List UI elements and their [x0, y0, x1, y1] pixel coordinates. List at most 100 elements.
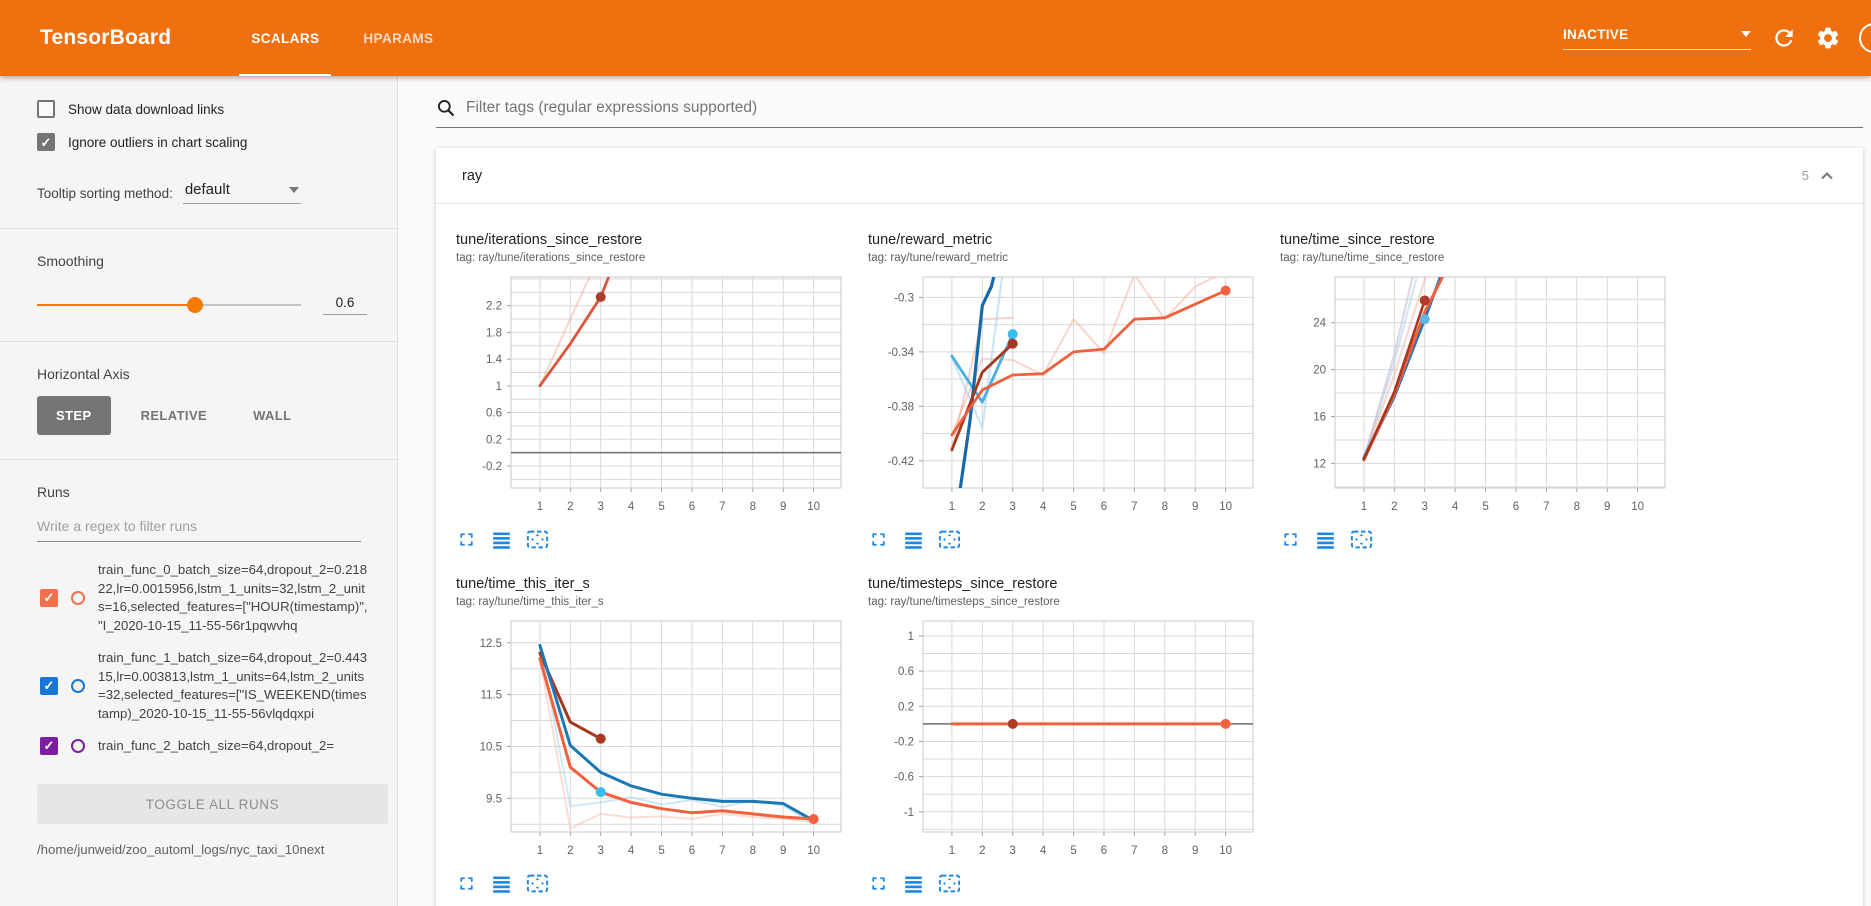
- horizontal-bars-icon[interactable]: [1315, 529, 1336, 550]
- svg-text:-0.42: -0.42: [888, 456, 914, 468]
- fullscreen-icon[interactable]: [868, 873, 889, 894]
- data-point-marker[interactable]: [595, 733, 606, 744]
- chevron-down-icon: [288, 186, 299, 193]
- fullscreen-icon[interactable]: [456, 873, 477, 894]
- run-radio[interactable]: [71, 739, 85, 754]
- toggle-all-runs-button[interactable]: TOGGLE ALL RUNS: [37, 784, 388, 824]
- svg-text:16: 16: [1313, 411, 1326, 423]
- runs-filter-input[interactable]: [37, 518, 361, 542]
- svg-text:8: 8: [750, 501, 756, 513]
- run-item[interactable]: ✓ train_func_1_batch_size=64,dropout_2=0.…: [0, 642, 397, 730]
- chevron-down-icon[interactable]: [1741, 31, 1751, 37]
- series-run-2-raw: [950, 277, 1004, 430]
- horizontal-bars-icon[interactable]: [903, 873, 924, 894]
- svg-text:8: 8: [1162, 501, 1168, 513]
- horizontal-bars-icon[interactable]: [491, 873, 512, 894]
- chart-plot[interactable]: 1 2 3 4 5 6 7 8 9 10 2.2 1.8 1.4 1 0.6 0.2 -0.2: [456, 268, 848, 520]
- checkbox-icon[interactable]: ✓: [37, 133, 55, 151]
- svg-text:2.2: 2.2: [486, 301, 502, 313]
- chart-plot[interactable]: 1 2 3 4 5 6 7 8 9 10 12.5 11.5 10.5 9.5: [456, 612, 848, 864]
- series-run-1-raw: [538, 277, 591, 387]
- fit-domain-icon[interactable]: [526, 873, 549, 894]
- fit-domain-icon[interactable]: [1350, 529, 1373, 550]
- series-run-2-smoothed: [950, 332, 1015, 404]
- run-name: train_func_1_batch_size=64,dropout_2=0.4…: [98, 650, 368, 721]
- fit-domain-icon[interactable]: [938, 873, 961, 894]
- run-name: train_func_0_batch_size=64,dropout_2=0.2…: [98, 562, 368, 633]
- slider-thumb[interactable]: [187, 297, 204, 313]
- run-item[interactable]: ✓ train_func_2_batch_size=64,dropout_2=: [0, 730, 397, 763]
- svg-text:1: 1: [949, 501, 955, 513]
- tooltip-sorting-select[interactable]: default: [182, 181, 301, 204]
- svg-text:3: 3: [1010, 501, 1016, 513]
- axis-btn-step[interactable]: STEP: [37, 396, 111, 435]
- divider: [0, 459, 397, 460]
- svg-text:5: 5: [1070, 845, 1076, 857]
- chart-card: tune/reward_metric tag: ray/tune/reward_m…: [868, 232, 1280, 550]
- data-point-marker[interactable]: [595, 292, 606, 303]
- fullscreen-icon[interactable]: [456, 529, 477, 550]
- svg-text:1.8: 1.8: [486, 327, 502, 339]
- chart-tag: tag: ray/tune/reward_metric: [868, 252, 1008, 264]
- chart-plot[interactable]: 1 2 3 4 5 6 7 8 9 10 -0.3 -0.34 -0.38 -0.42: [868, 268, 1260, 520]
- fit-domain-icon[interactable]: [938, 529, 961, 550]
- svg-text:5: 5: [1070, 501, 1076, 513]
- tag-filter-input[interactable]: [466, 99, 1863, 117]
- checkbox-ignore-outliers[interactable]: ✓ Ignore outliers in chart scaling: [37, 133, 397, 151]
- tab-hparams[interactable]: HPARAMS: [363, 30, 434, 46]
- data-point-marker[interactable]: [1419, 314, 1430, 325]
- axis-btn-relative[interactable]: RELATIVE: [140, 408, 208, 423]
- fullscreen-icon[interactable]: [868, 529, 889, 550]
- run-checkbox[interactable]: ✓: [40, 589, 58, 607]
- fullscreen-icon[interactable]: [1280, 529, 1301, 550]
- tag-filter-row: [436, 98, 1863, 128]
- svg-text:10: 10: [807, 845, 820, 857]
- log-directory-path: /home/junweid/zoo_automl_logs/nyc_taxi_1…: [37, 842, 325, 857]
- svg-text:10: 10: [807, 501, 820, 513]
- checkbox-icon[interactable]: ✓: [37, 100, 55, 118]
- svg-text:2: 2: [979, 501, 985, 513]
- data-point-marker[interactable]: [1419, 295, 1430, 306]
- chart-title: tune/reward_metric: [868, 232, 993, 248]
- data-point-marker[interactable]: [1007, 329, 1018, 340]
- data-refresh-status-select[interactable]: INACTIVE: [1563, 27, 1751, 50]
- horizontal-bars-icon[interactable]: [491, 529, 512, 550]
- smoothing-slider[interactable]: [37, 297, 301, 313]
- data-point-marker[interactable]: [1220, 718, 1231, 729]
- data-point-marker[interactable]: [1007, 718, 1018, 729]
- data-point-marker[interactable]: [1007, 338, 1018, 349]
- fit-domain-icon[interactable]: [526, 529, 549, 550]
- tag-group-header[interactable]: ray 5: [436, 148, 1863, 204]
- run-item[interactable]: ✓ train_func_0_batch_size=64,dropout_2=0.…: [0, 554, 397, 642]
- smoothing-value-field[interactable]: [323, 295, 367, 315]
- run-checkbox[interactable]: ✓: [40, 677, 58, 695]
- svg-text:1: 1: [537, 501, 543, 513]
- chart-tag: tag: ray/tune/iterations_since_restore: [456, 252, 646, 264]
- data-point-marker[interactable]: [1220, 285, 1231, 296]
- tooltip-sorting-label: Tooltip sorting method:: [37, 186, 173, 201]
- horizontal-bars-icon[interactable]: [903, 529, 924, 550]
- data-point-marker[interactable]: [808, 814, 819, 825]
- run-radio[interactable]: [71, 591, 85, 605]
- chart-plot[interactable]: 1 2 3 4 5 6 7 8 9 10 1 0.6 0.2 -0.2 -0.6 -1: [868, 612, 1260, 864]
- run-checkbox[interactable]: ✓: [40, 737, 58, 756]
- run-radio[interactable]: [71, 679, 85, 693]
- svg-text:6: 6: [1513, 501, 1519, 513]
- svg-text:10: 10: [1631, 501, 1644, 513]
- chevron-up-icon[interactable]: [1817, 166, 1837, 186]
- tab-scalars[interactable]: SCALARS: [229, 0, 341, 76]
- svg-text:1: 1: [949, 845, 955, 857]
- divider: [0, 228, 397, 229]
- svg-text:12: 12: [1313, 458, 1326, 470]
- help-icon[interactable]: [1859, 23, 1871, 53]
- series-run-2-smoothed: [538, 643, 816, 823]
- checkbox-show-data-download-links[interactable]: ✓ Show data download links: [37, 100, 397, 118]
- settings-gear-icon[interactable]: [1815, 25, 1841, 51]
- svg-text:9: 9: [780, 501, 786, 513]
- svg-text:10.5: 10.5: [480, 741, 502, 753]
- axis-btn-wall[interactable]: WALL: [253, 408, 292, 423]
- refresh-icon[interactable]: [1771, 25, 1797, 51]
- data-point-marker[interactable]: [595, 787, 606, 798]
- chart-card: tune/iterations_since_restore tag: ray/tu…: [456, 232, 868, 550]
